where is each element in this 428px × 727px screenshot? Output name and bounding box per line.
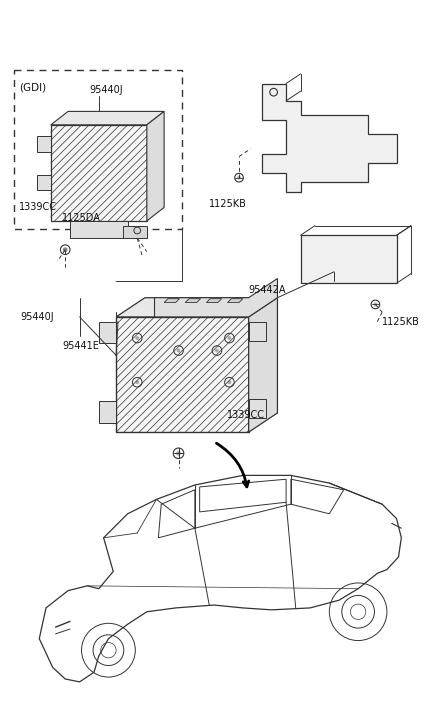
Polygon shape [147,111,164,221]
Text: 95440J: 95440J [89,84,123,95]
Polygon shape [37,137,51,152]
Polygon shape [116,298,277,317]
Polygon shape [249,322,266,341]
Circle shape [63,247,68,252]
Circle shape [176,451,181,456]
Polygon shape [99,401,116,422]
Polygon shape [185,299,201,302]
Text: 1125DA: 1125DA [62,213,101,223]
Polygon shape [249,298,277,432]
Bar [14,70,182,228]
Polygon shape [51,111,164,125]
Text: 1125KB: 1125KB [382,317,420,327]
Polygon shape [262,84,396,192]
Circle shape [228,380,232,384]
Polygon shape [70,221,128,238]
Circle shape [135,380,139,384]
Text: 95442A: 95442A [249,285,286,295]
Polygon shape [51,125,147,221]
Text: 95440J: 95440J [20,312,54,322]
Polygon shape [123,225,147,238]
Circle shape [215,349,219,353]
Text: 1339CC: 1339CC [226,410,265,420]
Circle shape [135,336,139,340]
Text: (GDI): (GDI) [19,83,46,92]
Polygon shape [206,299,222,302]
Polygon shape [228,299,243,302]
Text: 1339CC: 1339CC [19,201,57,212]
Text: 1125KB: 1125KB [209,198,247,209]
Polygon shape [155,278,277,317]
Circle shape [374,302,377,306]
Circle shape [228,336,232,340]
Polygon shape [164,299,179,302]
Circle shape [177,349,181,353]
Text: 95441E: 95441E [62,341,99,351]
Polygon shape [116,317,249,432]
Polygon shape [300,236,396,284]
Polygon shape [99,322,116,343]
Polygon shape [249,398,266,418]
Circle shape [237,176,241,180]
Polygon shape [37,174,51,190]
